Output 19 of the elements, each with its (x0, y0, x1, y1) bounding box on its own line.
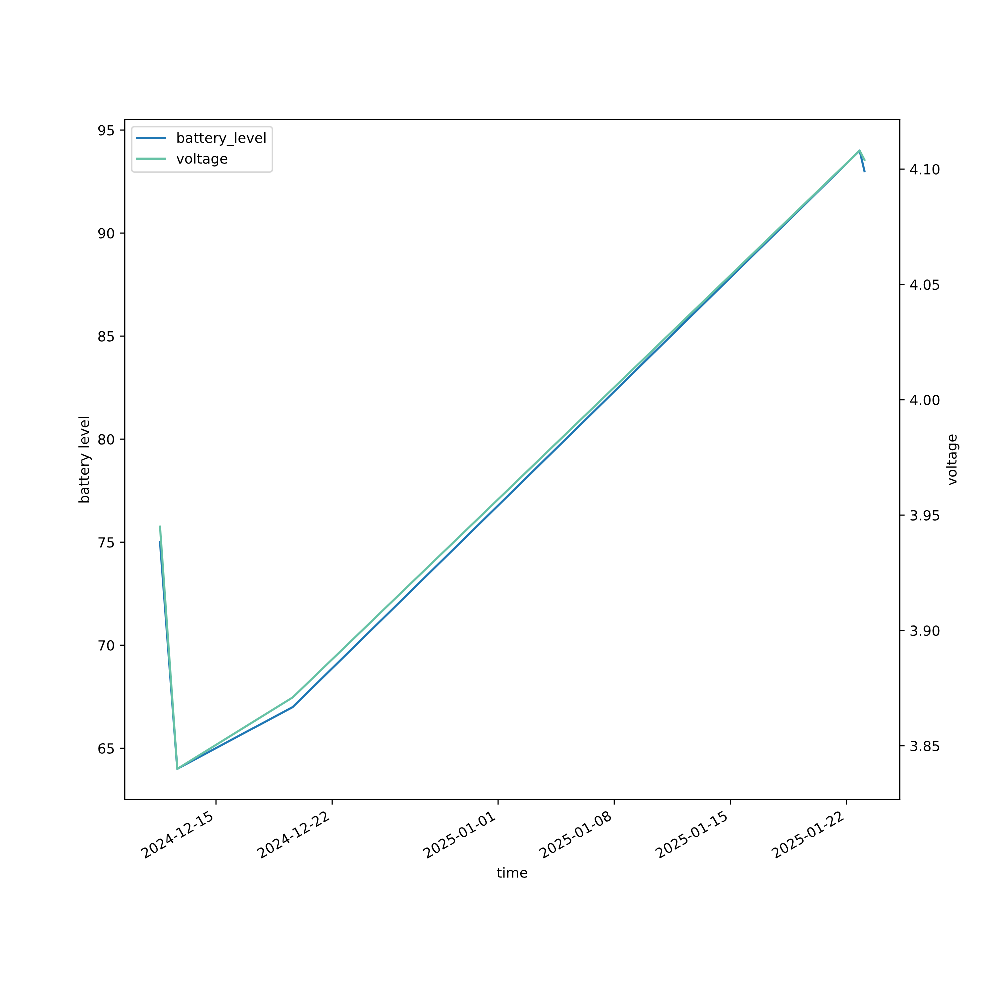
y2-tick-label: 3.90 (910, 626, 940, 636)
y-tick-label: 90 (98, 228, 114, 239)
y2-axis-title: voltage (946, 434, 960, 486)
y-axis-title: battery level (78, 417, 92, 503)
legend-label: battery_level (178, 132, 266, 146)
line-series (159, 150, 866, 770)
y-tick-label: 95 (98, 125, 114, 136)
y-tick-label: 75 (98, 538, 114, 548)
x-axis-title: time (497, 867, 528, 878)
y-tick-label: 85 (98, 331, 114, 342)
y-tick-label: 70 (98, 640, 114, 651)
y2-tick-label: 4.00 (910, 394, 940, 406)
y2-tick-label: 4.10 (910, 164, 940, 175)
y-tick-label: 80 (98, 434, 114, 445)
legend-label: voltage (176, 153, 228, 167)
y2-tick-label: 4.05 (910, 280, 940, 290)
y2-tick-label: 3.95 (910, 510, 940, 521)
y2-tick-label: 3.85 (910, 740, 940, 752)
y-tick-label: 65 (98, 743, 114, 754)
